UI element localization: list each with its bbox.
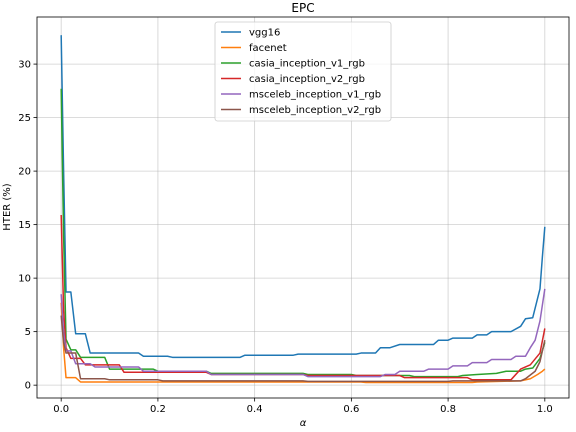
y-tick-label: 5 — [25, 327, 31, 338]
legend-label: casia_inception_v1_rgb — [249, 59, 365, 70]
series-line-casia-inception-v1-rgb — [60, 88, 546, 378]
series-line-msceleb-inception-v1-rgb — [60, 288, 546, 378]
legend-label: msceleb_inception_v2_rgb — [249, 105, 381, 116]
series-line-facenet — [60, 302, 546, 384]
y-tick-label: 25 — [18, 113, 31, 124]
axis-ticks: 0.0 0.2 0.4 0.6 0.8 1.0 0 5 10 15 20 25 30 — [18, 60, 553, 415]
series-line-msceleb-inception-v2-rgb — [60, 315, 546, 383]
chart-title: EPC — [291, 1, 314, 15]
x-tick-label: 0.4 — [247, 404, 263, 415]
x-tick-label: 1.0 — [537, 404, 553, 415]
y-axis-label: HTER (%) — [2, 183, 13, 230]
x-tick-label: 0.0 — [53, 404, 69, 415]
series-lines — [60, 35, 546, 384]
y-tick-label: 30 — [18, 60, 31, 71]
legend-label: facenet — [249, 43, 287, 54]
series-line-vgg16 — [60, 35, 546, 359]
x-tick-label: 0.8 — [440, 404, 456, 415]
y-tick-label: 15 — [18, 220, 31, 231]
plot-frame — [36, 16, 570, 399]
legend-label: vgg16 — [249, 28, 280, 39]
x-tick-label: 0.2 — [150, 404, 166, 415]
y-tick-label: 20 — [18, 167, 31, 178]
x-tick-label: 0.6 — [343, 404, 359, 415]
legend-box — [214, 21, 392, 122]
legend-label: casia_inception_v2_rgb — [249, 74, 365, 85]
legend: vgg16 facenet casia_inception_v1_rgb casia_… — [214, 21, 392, 122]
y-tick-label: 10 — [18, 274, 31, 285]
y-tick-label: 0 — [25, 381, 31, 392]
x-axis-label: α — [300, 418, 307, 429]
legend-label: msceleb_inception_v1_rgb — [249, 90, 381, 101]
